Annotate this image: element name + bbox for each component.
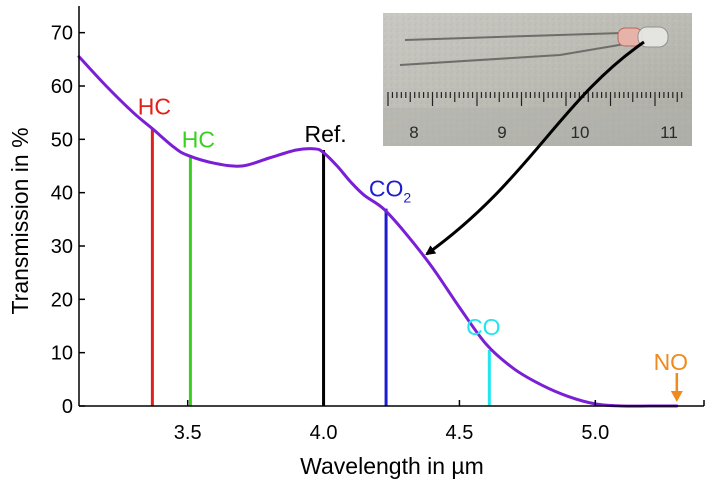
y-tick-label: 0 xyxy=(62,396,73,418)
gas-label-ref-2: Ref. xyxy=(304,121,346,147)
x-tick-label: 5.0 xyxy=(581,422,609,444)
x-tick-label: 4.0 xyxy=(310,422,338,444)
y-axis-label: Transmission in % xyxy=(7,127,33,314)
x-tick-label: 3.5 xyxy=(174,422,202,444)
ruler-strip xyxy=(383,108,692,146)
gas-labels-layer: HC HC Ref. CO2 CO NO xyxy=(138,94,688,402)
y-tick-label: 60 xyxy=(51,76,73,98)
y-tick-label: 40 xyxy=(51,183,73,205)
ruler-label-8: 8 xyxy=(409,123,418,142)
y-tick-label: 70 xyxy=(51,23,73,45)
sensor-cap xyxy=(637,26,669,48)
x-axis-label: Wavelength in µm xyxy=(300,453,484,479)
y-tick-label: 20 xyxy=(51,289,73,311)
photo-pointer-arrow xyxy=(425,40,645,256)
gas-label-hc-0: HC xyxy=(138,94,171,120)
sensor-photo-inset: 8 9 10 11 xyxy=(383,13,692,146)
gas-label-co-4: CO xyxy=(466,314,501,340)
y-tick-label: 30 xyxy=(51,236,73,258)
x-tick-label: 4.5 xyxy=(446,422,474,444)
gas-label-no-5: NO xyxy=(654,349,689,375)
gas-arrowhead-no-5 xyxy=(670,391,683,402)
y-tick-label: 10 xyxy=(51,343,73,365)
ruler-label-10: 10 xyxy=(571,123,590,142)
y-tick-label: 50 xyxy=(51,129,73,151)
sensor-lead-2 xyxy=(399,43,626,66)
gas-label-co2-3: CO2 xyxy=(369,176,412,206)
ruler-label-9: 9 xyxy=(497,123,506,142)
gas-label-hc-1: HC xyxy=(182,126,215,152)
transmission-curve xyxy=(77,55,679,408)
sensor-lead-1 xyxy=(404,32,623,41)
axis-ticks-layer: 0 10 20 30 40 50 60 70 3.5 4.0 4.5 5.0 xyxy=(51,23,609,444)
ruler-label-11: 11 xyxy=(660,123,678,142)
ruler-ticks xyxy=(387,92,683,106)
gas-lines-layer xyxy=(150,128,491,406)
